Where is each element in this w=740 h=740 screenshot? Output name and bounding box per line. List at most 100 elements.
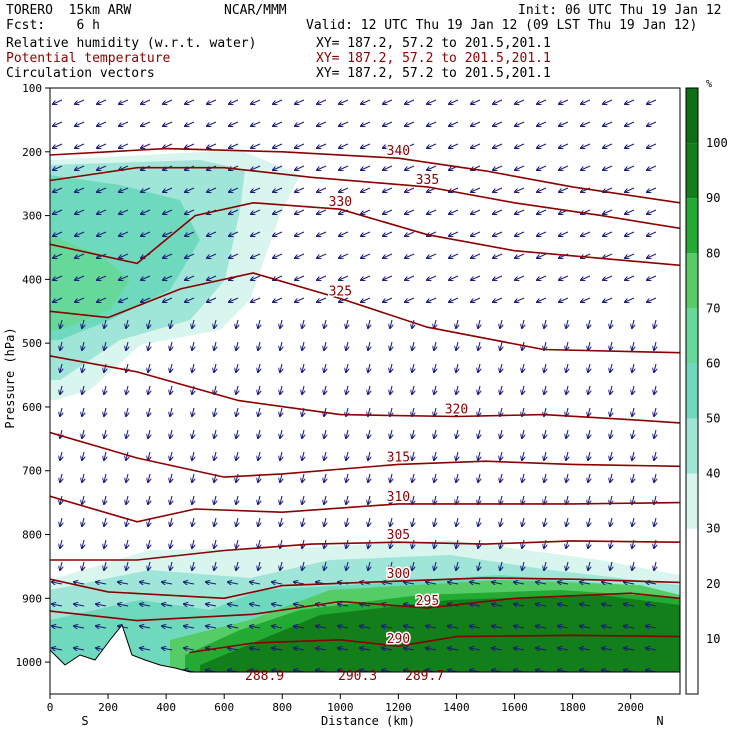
wind-vector [632,451,634,460]
wind-vector [185,209,195,214]
wind-vector [500,517,502,526]
wind-vector [434,473,436,482]
wind-vector [316,648,327,650]
wind-vector [141,99,151,104]
wind-vector [493,209,503,214]
wind-vector [280,451,282,460]
wind-vector [405,275,415,280]
wind-vector [97,143,107,148]
theta-contour-305 [50,540,680,561]
wind-vector [185,187,195,192]
wind-vector [53,253,63,258]
wind-vector [236,429,238,438]
colorbar-label-90: 90 [706,191,720,205]
wind-vector [603,121,613,126]
wind-vector [258,385,260,394]
wind-vector [207,99,217,104]
wind-vector [53,187,63,192]
colorbar-segment-10 [686,88,698,144]
wind-vector [185,297,195,302]
wind-vector [536,604,547,606]
wind-vector [580,648,591,650]
wind-vector [654,429,656,438]
wind-vector [434,341,436,350]
wind-vector [610,407,612,416]
wind-vector [383,99,393,104]
wind-vector [493,253,503,258]
wind-vector [119,121,129,126]
colorbar-unit: % [706,79,712,90]
wind-vector [536,648,547,650]
wind-vector [654,473,656,482]
theta-annotation-290-3: 290.3 [338,669,377,684]
wind-vector [361,297,371,302]
field-xy-rh: XY= 187.2, 57.2 to 201.5,201.1 [316,36,551,51]
wind-vector [104,539,106,548]
wind-vector [126,451,128,460]
wind-vector [126,407,128,416]
wind-vector [52,626,63,628]
wind-vector [302,429,304,438]
wind-vector [515,253,525,258]
wind-vector [60,341,62,350]
wind-vector [294,582,305,584]
wind-vector [537,253,547,258]
wind-vector [500,561,502,570]
wind-vector [434,385,436,394]
wind-vector [184,648,195,650]
wind-vector [250,626,261,628]
wind-vector [558,648,569,650]
wind-vector [302,495,304,504]
wind-vector [104,407,106,416]
wind-vector [126,319,128,328]
wind-vector [236,319,238,328]
wind-vector [126,495,128,504]
wind-vector [434,495,436,504]
wind-vector [162,604,173,606]
wind-vector [317,275,327,280]
wind-vector [383,209,393,214]
field-label-vectors: Circulation vectors [6,66,155,81]
wind-vector [361,143,371,148]
wind-vector [250,604,261,606]
wind-vector [625,99,635,104]
wind-vector [478,473,480,482]
wind-vector [580,626,591,628]
wind-vector [236,407,238,416]
wind-vector [74,648,85,650]
wind-vector [104,319,106,328]
wind-vector [273,99,283,104]
theta-contour-label-330: 330 [329,195,352,210]
wind-vector [515,143,525,148]
colorbar-segment-6 [686,308,698,364]
wind-vector [339,187,349,192]
wind-vector [280,385,282,394]
colorbar-segment-8 [686,198,698,254]
y-tick-label-600: 600 [22,401,42,414]
wind-vector [449,275,459,280]
wind-vector [624,626,635,628]
wind-vector [588,561,590,570]
wind-vector [514,648,525,650]
wind-vector [324,473,326,482]
wind-vector [625,165,635,170]
wind-vector [74,604,85,606]
wind-vector [514,626,525,628]
wind-vector [588,385,590,394]
colorbar-label-40: 40 [706,467,720,481]
wind-vector [456,517,458,526]
wind-vector [434,319,436,328]
wind-vector [97,121,107,126]
wind-vector [471,143,481,148]
wind-vector [515,297,525,302]
wind-vector [470,648,481,650]
wind-vector [53,121,63,126]
wind-vector [192,495,194,504]
wind-vector [654,561,656,570]
pressure-axis: 100 200 300 400 500 600 700 800 900 1000 [16,82,50,669]
theta-contour-label-300: 300 [387,567,410,582]
theta-contour-label-310: 310 [387,490,410,505]
wind-vector [170,429,172,438]
wind-vector [522,319,524,328]
wind-vector [610,561,612,570]
